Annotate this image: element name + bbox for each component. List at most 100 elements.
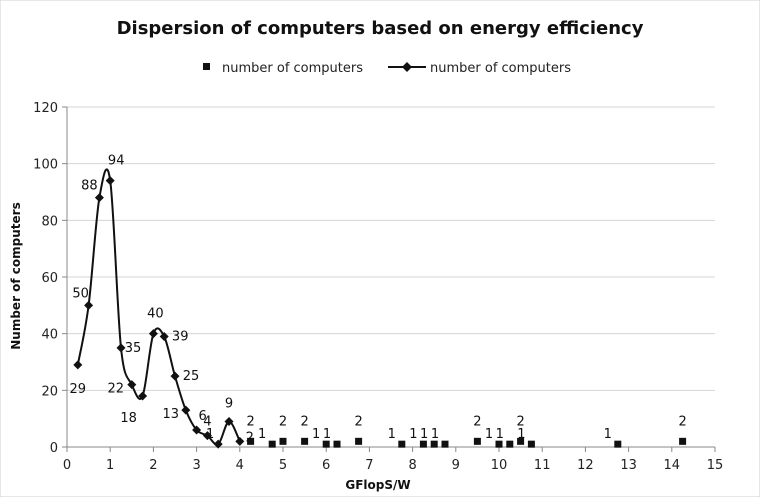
square-marker: [495, 440, 503, 448]
data-label: 94: [108, 154, 125, 169]
diamond-marker: [148, 329, 158, 339]
x-tick-labels: 0 1 2 3 4 5 6 7 8 9 10 11 12 13 14 15: [63, 458, 723, 473]
x-tick-label: 3: [192, 458, 200, 473]
y-tick-label: 80: [41, 214, 58, 229]
data-label: 1: [420, 427, 428, 442]
data-label: 1: [517, 427, 525, 442]
diamond-marker: [181, 405, 191, 415]
diamond-marker: [224, 417, 234, 426]
legend-diamond-marker-icon: [402, 62, 412, 72]
square-marker: [441, 440, 449, 448]
data-label: 25: [183, 369, 200, 384]
square-marker: [268, 440, 276, 448]
y-tick-label: 0: [50, 441, 58, 456]
data-label: 1: [431, 427, 439, 442]
data-label: 2: [246, 430, 254, 445]
square-marker: [247, 437, 255, 445]
diamond-marker: [105, 176, 115, 186]
data-label: 1: [323, 427, 331, 442]
square-marker: [473, 437, 481, 445]
data-label: 13: [163, 407, 180, 422]
y-tick-label: 120: [33, 101, 58, 116]
axes: [62, 106, 716, 452]
data-label: 2: [300, 414, 308, 429]
diamond-marker: [202, 431, 212, 441]
data-label: 29: [70, 382, 87, 397]
data-label: 1: [409, 427, 417, 442]
square-marker: [279, 437, 287, 445]
x-tick-label: 0: [63, 458, 71, 473]
x-tick-label: 15: [707, 458, 724, 473]
data-label: 2: [279, 414, 287, 429]
data-label: 40: [147, 307, 164, 322]
y-tick-label: 20: [41, 384, 58, 399]
square-marker: [419, 440, 427, 448]
diamond-marker: [127, 380, 137, 390]
x-tick-label: 12: [577, 458, 594, 473]
data-label: 2: [678, 414, 686, 429]
data-label: 2: [354, 414, 362, 429]
data-label: 39: [172, 330, 189, 345]
diamond-marker: [116, 343, 126, 353]
square-marker: [614, 440, 622, 448]
y-tick-labels: 0 20 40 60 80 100 120: [33, 101, 58, 456]
y-tick-label: 40: [41, 328, 58, 343]
diamond-marker: [213, 439, 223, 449]
data-label: 88: [81, 179, 98, 194]
data-label: 1: [312, 427, 320, 442]
x-tick-label: 1: [106, 458, 114, 473]
square-marker: [517, 437, 525, 445]
data-label: 1: [206, 427, 214, 442]
square-marker: [430, 440, 438, 448]
diamond-marker: [192, 425, 202, 435]
y-axis-title: Number of computers: [9, 202, 23, 350]
diamond-marker: [94, 193, 104, 203]
square-marker: [398, 440, 406, 448]
x-tick-label: 9: [452, 458, 460, 473]
y-tick-label: 60: [41, 271, 58, 286]
data-markers: [73, 176, 687, 449]
data-label: 2: [473, 414, 481, 429]
data-label: 1: [258, 427, 266, 442]
square-marker: [506, 440, 514, 448]
x-tick-label: 2: [149, 458, 157, 473]
x-tick-label: 10: [491, 458, 508, 473]
diamond-marker: [170, 371, 180, 381]
x-tick-label: 11: [534, 458, 551, 473]
chart-title: Dispersion of computers based on energy …: [117, 18, 644, 39]
data-label: 9: [225, 397, 233, 412]
legend-square-marker-icon: [203, 63, 210, 70]
legend-label-line: number of computers: [430, 61, 571, 76]
data-label: 50: [72, 286, 89, 301]
diamond-marker: [159, 332, 169, 341]
data-label: 4: [203, 415, 211, 430]
data-label: 1: [604, 427, 612, 442]
diamond-marker: [84, 300, 94, 310]
x-tick-label: 4: [236, 458, 244, 473]
y-tick-label: 100: [33, 158, 58, 173]
gridlines: [67, 106, 715, 391]
x-tick-label: 7: [365, 458, 373, 473]
x-tick-label: 14: [664, 458, 681, 473]
square-marker: [679, 437, 687, 445]
data-label: 22: [108, 382, 125, 397]
x-tick-label: 5: [279, 458, 287, 473]
x-tick-label: 13: [620, 458, 637, 473]
x-tick-label: 8: [408, 458, 416, 473]
square-marker: [333, 440, 341, 448]
data-label: 1: [485, 427, 493, 442]
data-label: 35: [125, 341, 142, 356]
square-marker: [527, 440, 535, 448]
data-label: 2: [246, 414, 254, 429]
square-marker: [322, 440, 330, 448]
data-label: 1: [388, 427, 396, 442]
square-marker: [301, 437, 309, 445]
data-label: 6: [198, 409, 206, 424]
data-label: 2: [516, 414, 524, 429]
data-label: 1: [496, 427, 504, 442]
legend-label-markers: number of computers: [222, 61, 363, 76]
